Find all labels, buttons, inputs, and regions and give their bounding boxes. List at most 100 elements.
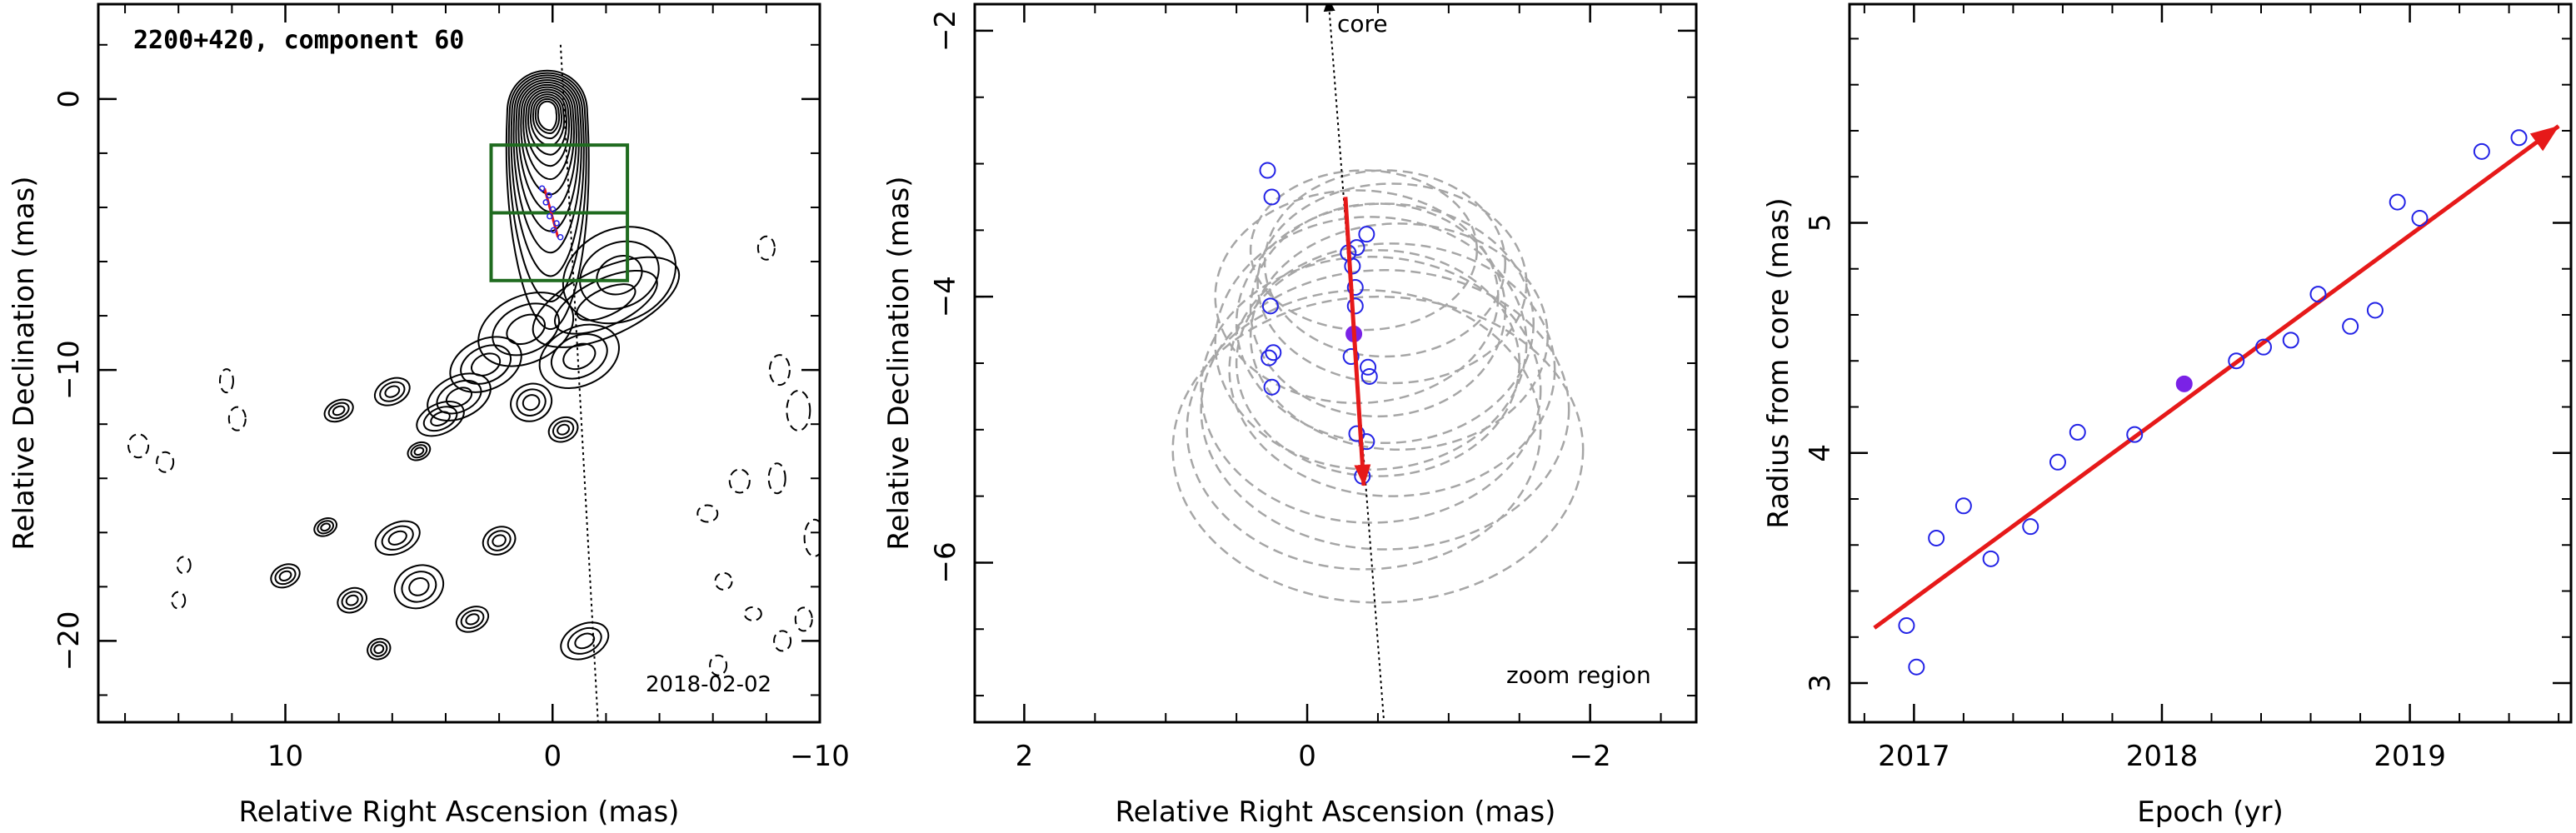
jet-contour [553, 269, 658, 335]
component-size-ellipse [1228, 242, 1556, 497]
jet-contour [367, 637, 392, 661]
p2-ytick-label: −2 [929, 10, 962, 52]
p2-xtick-label: 0 [1298, 740, 1316, 773]
jet-contour [393, 564, 445, 610]
position-point [1261, 297, 1279, 315]
jet-contour [492, 534, 507, 547]
radius-point [2022, 518, 2039, 536]
negative-contour [794, 606, 813, 632]
radius-point [1954, 497, 1972, 515]
panel2-frame [973, 2, 1698, 724]
p1-ytick-label: −10 [52, 340, 86, 400]
p3-xtick-label: 2017 [1878, 740, 1950, 773]
zoom-plot-area [1171, 4, 1585, 722]
jet-contour [562, 342, 597, 371]
p2-ytick-label: −6 [929, 541, 962, 583]
radius-point [1982, 550, 1999, 567]
jet-contour [427, 372, 492, 421]
negative-contour [728, 468, 751, 494]
component-size-ellipse [1249, 169, 1479, 332]
jet-contour [482, 526, 517, 556]
core-contour [520, 84, 575, 196]
radius-plot-area [1873, 124, 2560, 676]
radius-point [2389, 193, 2406, 211]
core-contour [517, 82, 577, 213]
core-contour [530, 93, 566, 147]
p3-xtick-label: 2018 [2126, 740, 2199, 773]
jet-contour [410, 444, 428, 459]
negative-contour [767, 462, 786, 495]
radius-point [1928, 529, 1945, 546]
negative-contour [768, 354, 791, 387]
position-point [1346, 297, 1364, 315]
panel1-ticks: 10 0 −10 0 −10 −20 [52, 4, 850, 773]
core-contour [510, 74, 585, 277]
panel2-ticks: 2 0 −2 −2 −4 −6 [929, 4, 1696, 773]
p1-xtick-label: −10 [790, 740, 850, 773]
radius-point [1898, 616, 1915, 634]
jet-contour [552, 420, 575, 440]
jet-contour [381, 525, 414, 551]
jet-contour [320, 522, 331, 532]
component-marker [547, 212, 553, 220]
position-point [1348, 425, 1365, 442]
position-point [1344, 257, 1361, 275]
radius-point [2309, 286, 2327, 303]
core-contour [534, 98, 561, 135]
negative-contour [171, 591, 187, 610]
component-size-ellipse [1249, 222, 1549, 451]
core-contour [512, 77, 582, 254]
component-size-ellipse [1200, 269, 1570, 551]
jet-contour [384, 385, 401, 398]
negative-contour [714, 571, 733, 591]
jet-contour [278, 570, 292, 581]
negative-contour [227, 406, 247, 431]
panel3-ticks: 2017 2018 2019 3 4 5 [1804, 4, 2571, 773]
component-marker [542, 199, 549, 206]
panel1-xlabel: Relative Right Ascension (mas) [239, 796, 680, 829]
component-marker [550, 227, 557, 234]
jet-contour [422, 406, 458, 432]
panel2-xlabel: Relative Right Ascension (mas) [1116, 796, 1556, 829]
p3-xtick-label: 2019 [2374, 740, 2446, 773]
negative-contour [743, 606, 762, 621]
jet-contour [567, 626, 602, 655]
component-marker [553, 220, 560, 227]
jet-contour [449, 336, 522, 393]
panel1-ylabel: Relative Declination (mas) [7, 176, 41, 550]
position-point [1261, 349, 1278, 367]
jet-contour [313, 516, 338, 537]
component-size-ellipse [1200, 256, 1542, 524]
zoom-region-annotation: zoom region [1506, 661, 1651, 689]
panel-zoom-region: 2 0 −2 −2 −4 −6 core zoom region Relative Rig… [882, 2, 1698, 829]
jet-contour [341, 591, 363, 610]
jet-contour [374, 520, 421, 556]
panel2-ylabel: Relative Declination (mas) [882, 176, 916, 550]
position-point [1360, 367, 1378, 385]
negative-contour [709, 654, 728, 676]
jet-contour [574, 632, 596, 650]
p3-ytick-label: 5 [1804, 214, 1837, 232]
jet-contour [557, 423, 571, 436]
jet-contour [370, 641, 388, 657]
jet-contour [407, 441, 432, 461]
panel3-xlabel: Epoch (yr) [2137, 796, 2284, 829]
jet-contour [274, 566, 297, 586]
panel1-date-label: 2018-02-02 [646, 672, 771, 697]
jet-contour [455, 606, 490, 633]
component-size-ellipse [1235, 249, 1520, 477]
linear-fit-arrow [1873, 124, 2560, 630]
core-annotation: core [1337, 10, 1388, 37]
p3-ytick-label: 4 [1804, 444, 1837, 462]
radius-point [2411, 209, 2429, 227]
jet-contour [492, 302, 561, 357]
jet-contour [550, 333, 608, 380]
jet-contour [510, 382, 553, 422]
negative-contour [696, 504, 719, 523]
jet-contour [532, 256, 681, 348]
position-point [1346, 279, 1364, 297]
jet-contour [387, 530, 407, 546]
jet-contour [460, 344, 512, 385]
jet-contour [596, 255, 643, 296]
jet-contour [445, 387, 473, 407]
